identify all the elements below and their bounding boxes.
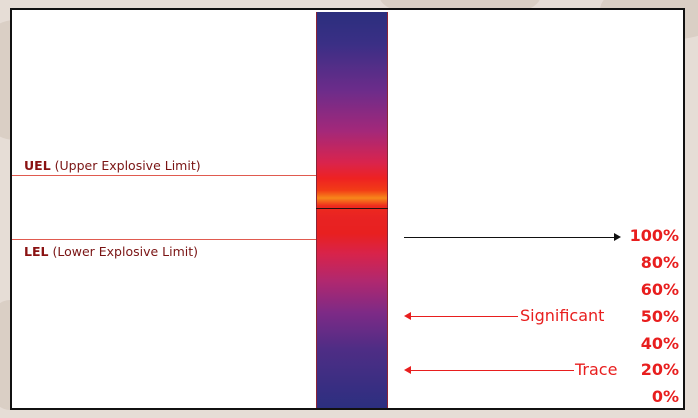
full-scale-arrow-line (404, 237, 616, 238)
uel-description: (Upper Explosive Limit) (54, 158, 201, 173)
diagram-frame: UEL (Upper Explosive Limit) LEL (Lower E… (10, 8, 685, 410)
scale-label-40: 40% (640, 334, 679, 353)
lel-band-line (316, 208, 388, 209)
scale-label-80: 80% (640, 253, 679, 272)
scale-label-0: 0% (651, 387, 679, 406)
scale-label-20: 20% (640, 360, 679, 379)
uel-abbrev: UEL (24, 158, 51, 173)
uel-line (12, 175, 316, 176)
significant-arrowhead (404, 312, 411, 320)
uel-label: UEL (Upper Explosive Limit) (24, 158, 201, 173)
lel-line (12, 239, 316, 240)
full-scale-arrowhead (614, 233, 621, 241)
scale-label-50: 50% (640, 307, 679, 326)
trace-arrowhead (404, 366, 411, 374)
concentration-column (316, 12, 388, 408)
significant-label: Significant (520, 306, 605, 325)
trace-label: Trace (575, 360, 618, 379)
significant-arrow-line (410, 316, 518, 317)
trace-arrow-line (410, 370, 574, 371)
scale-label-100: 100% (629, 226, 679, 245)
lel-description: (Lower Explosive Limit) (52, 244, 199, 259)
scale-label-60: 60% (640, 280, 679, 299)
lel-abbrev: LEL (24, 244, 49, 259)
lel-label: LEL (Lower Explosive Limit) (24, 244, 198, 259)
